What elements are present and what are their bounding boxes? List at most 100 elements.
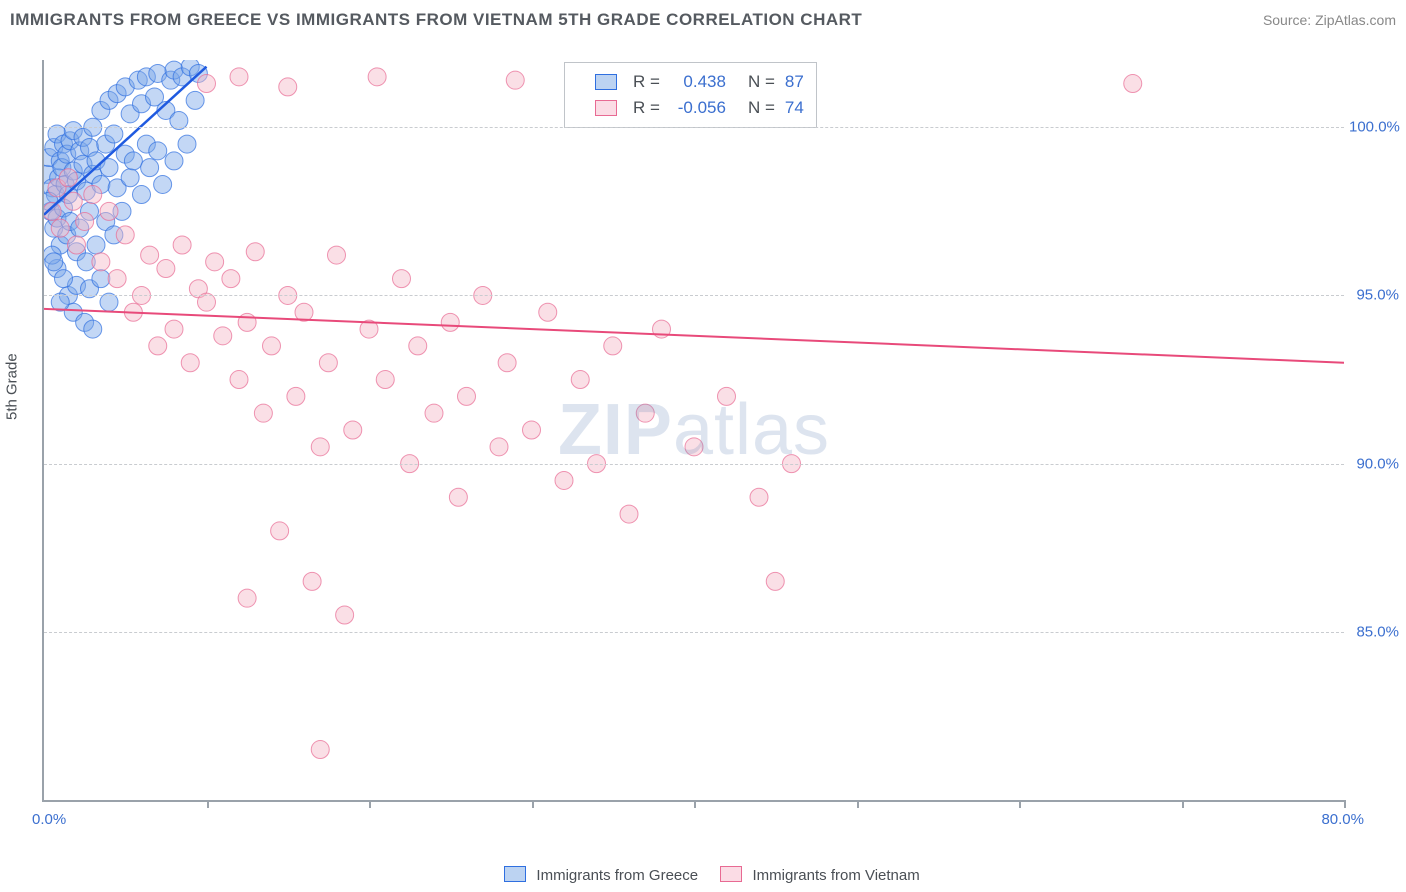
data-point [154,175,172,193]
data-point [449,488,467,506]
data-point [279,78,297,96]
data-point [149,142,167,160]
data-point [246,243,264,261]
legend-row-greece: R = 0.438 N = 87 [577,69,804,95]
data-point [178,135,196,153]
x-axis-max-label: 80.0% [1321,811,1364,828]
data-point [45,253,63,271]
data-point [68,236,86,254]
data-point [230,371,248,389]
data-point [376,371,394,389]
data-point [124,152,142,170]
data-point [108,270,126,288]
data-point [344,421,362,439]
data-point [766,572,784,590]
data-point [393,270,411,288]
data-point [206,253,224,271]
data-point [165,320,183,338]
series-legend: Immigrants from Greece Immigrants from V… [0,866,1406,884]
gridline-h [44,295,1344,296]
data-point [319,354,337,372]
data-point [287,387,305,405]
swatch-vietnam [595,100,617,116]
x-tick-mark [1182,800,1184,808]
x-tick-mark [857,800,859,808]
swatch-vietnam-bottom [720,866,742,882]
data-point [409,337,427,355]
data-point [523,421,541,439]
data-point [173,236,191,254]
data-point [368,68,386,86]
swatch-greece-bottom [504,866,526,882]
data-point [636,404,654,422]
data-point [238,589,256,607]
data-point [141,159,159,177]
data-point [222,270,240,288]
y-axis-label: 5th Grade [4,353,21,420]
data-point [157,260,175,278]
data-point [84,186,102,204]
x-tick-mark [207,800,209,808]
x-tick-mark [1019,800,1021,808]
series-label-vietnam: Immigrants from Vietnam [752,867,919,884]
data-point [441,313,459,331]
data-point [92,270,110,288]
data-point [198,75,216,93]
data-point [141,246,159,264]
data-point [604,337,622,355]
y-tick-label: 100.0% [1349,119,1399,136]
data-point [181,354,199,372]
data-point [133,186,151,204]
data-point [165,152,183,170]
data-point [498,354,516,372]
data-point [685,438,703,456]
chart-title: IMMIGRANTS FROM GREECE VS IMMIGRANTS FRO… [10,10,862,30]
scatter-svg [44,60,1344,800]
data-point [1124,75,1142,93]
x-tick-mark [369,800,371,808]
x-tick-mark [1344,800,1346,808]
plot-area: ZIPatlas R = 0.438 N = 87 R = -0.056 N =… [42,60,1344,802]
data-point [539,303,557,321]
data-point [59,169,77,187]
data-point [214,327,232,345]
data-point [55,270,73,288]
y-tick-label: 95.0% [1349,287,1399,304]
data-point [271,522,289,540]
gridline-h [44,632,1344,633]
data-point [230,68,248,86]
gridline-h [44,127,1344,128]
x-tick-mark [532,800,534,808]
gridline-h [44,464,1344,465]
data-point [254,404,272,422]
data-point [87,236,105,254]
data-point [186,91,204,109]
x-tick-mark [694,800,696,808]
data-point [328,246,346,264]
y-tick-label: 85.0% [1349,623,1399,640]
data-point [149,337,167,355]
data-point [121,169,139,187]
data-point [311,438,329,456]
data-point [76,212,94,230]
data-point [84,320,102,338]
data-point [490,438,508,456]
trend-line [44,309,1344,363]
series-label-greece: Immigrants from Greece [536,867,698,884]
data-point [506,71,524,89]
data-point [620,505,638,523]
chart-source: Source: ZipAtlas.com [1263,12,1396,28]
data-point [263,337,281,355]
data-point [425,404,443,422]
data-point [336,606,354,624]
data-point [750,488,768,506]
data-point [100,202,118,220]
x-axis-min-label: 0.0% [32,811,66,828]
swatch-greece [595,74,617,90]
data-point [555,471,573,489]
correlation-legend: R = 0.438 N = 87 R = -0.056 N = 74 [564,62,817,128]
data-point [92,253,110,271]
legend-row-vietnam: R = -0.056 N = 74 [577,95,804,121]
data-point [571,371,589,389]
data-point [458,387,476,405]
